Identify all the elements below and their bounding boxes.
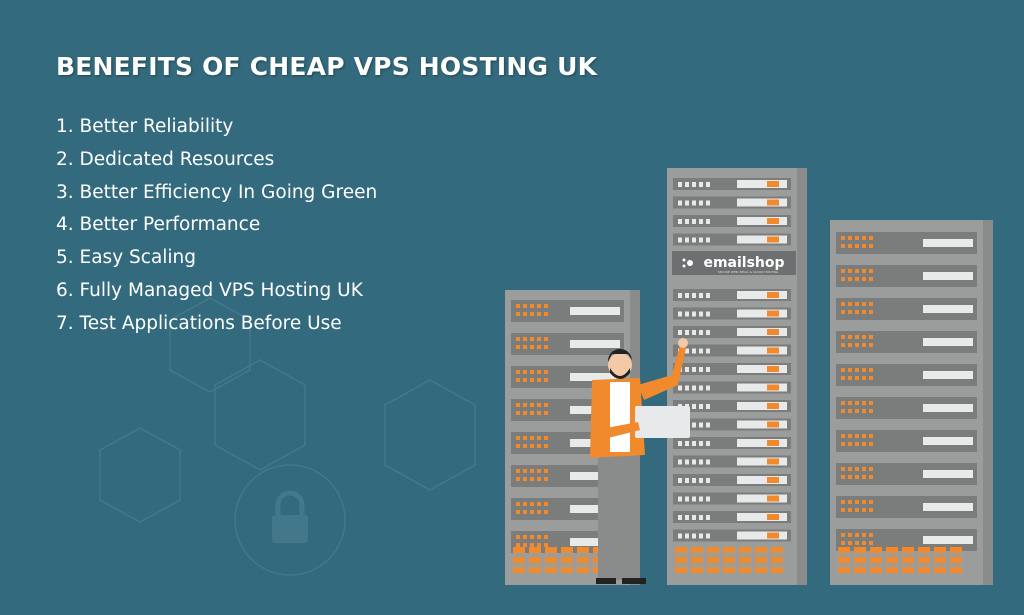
- laptop-icon: [635, 406, 690, 438]
- vent-slot: [739, 557, 751, 563]
- vent-slot: [870, 557, 882, 563]
- vent-slot: [771, 567, 783, 573]
- vent-slot: [771, 547, 783, 553]
- vent-slot: [561, 547, 573, 553]
- lock-circle: [234, 464, 346, 576]
- vent-slot: [755, 567, 767, 573]
- vent-slot: [739, 567, 751, 573]
- vent-slot: [934, 547, 946, 553]
- vent-slot: [577, 557, 589, 563]
- vent-slot: [854, 557, 866, 563]
- vent-slot: [529, 557, 541, 563]
- hexagon-fingerprint: [384, 379, 476, 491]
- benefit-item: 4. Better Performance: [56, 214, 261, 236]
- page-title: BENEFITS OF CHEAP VPS HOSTING UK: [56, 52, 598, 81]
- benefit-item: 2. Dedicated Resources: [56, 148, 275, 170]
- vent-slot: [902, 557, 914, 563]
- vent-slot: [739, 547, 751, 553]
- vent-slot: [902, 567, 914, 573]
- vent-slot: [577, 567, 589, 573]
- emailshop-logo: emailshop SECURE WEB, EMAIL & CLOUD HOST…: [672, 251, 796, 275]
- benefit-item: 5. Easy Scaling: [56, 247, 197, 269]
- vent-slot: [918, 557, 930, 563]
- vent-slot: [723, 557, 735, 563]
- vent-slot: [675, 547, 687, 553]
- vent-slot: [691, 547, 703, 553]
- vent-slot: [771, 557, 783, 563]
- vent-slot: [675, 557, 687, 563]
- vent-slot: [723, 547, 735, 553]
- vent-slot: [934, 567, 946, 573]
- logo-text: emailshop: [703, 255, 784, 271]
- hexagon-wifi: [214, 359, 306, 471]
- vent-slot: [886, 557, 898, 563]
- vent-slot: [838, 557, 850, 563]
- vent-slot: [691, 567, 703, 573]
- vent-slot: [675, 567, 687, 573]
- vent-slot: [918, 547, 930, 553]
- vent-slot: [854, 547, 866, 553]
- vent-slot: [886, 547, 898, 553]
- benefit-item: 7. Test Applications Before Use: [56, 312, 342, 334]
- vent-slot: [902, 547, 914, 553]
- vent-slot: [707, 547, 719, 553]
- person-legs: [598, 455, 634, 580]
- benefit-item: 6. Fully Managed VPS Hosting UK: [56, 279, 363, 301]
- vent-slot: [838, 547, 850, 553]
- vent-slot: [870, 547, 882, 553]
- person-figure: [590, 338, 690, 584]
- vent-slot: [545, 567, 557, 573]
- vent-slot: [545, 547, 557, 553]
- vent-slot: [545, 557, 557, 563]
- vent-slot: [854, 567, 866, 573]
- benefit-item: 1. Better Reliability: [56, 116, 234, 137]
- vent-slot: [934, 557, 946, 563]
- benefit-item: 3. Better Efficiency In Going Green: [56, 181, 378, 203]
- vent-slot: [529, 567, 541, 573]
- vent-slot: [561, 557, 573, 563]
- vent-slot: [529, 547, 541, 553]
- vent-slot: [513, 557, 525, 563]
- lock-icon: [272, 515, 308, 543]
- vent-slot: [707, 567, 719, 573]
- vent-slot: [838, 567, 850, 573]
- vent-slot: [755, 547, 767, 553]
- logo-tagline: SECURE WEB, EMAIL & CLOUD HOSTING: [718, 270, 779, 274]
- vent-slot: [723, 567, 735, 573]
- vent-slot: [755, 557, 767, 563]
- vent-slot: [886, 567, 898, 573]
- vent-slot: [870, 567, 882, 573]
- benefits-list: 1. Better Reliability 2. Dedicated Resou…: [56, 113, 377, 343]
- vent-slot: [513, 567, 525, 573]
- vent-slot: [513, 547, 525, 553]
- vent-slot: [950, 557, 962, 563]
- vent-slot: [691, 557, 703, 563]
- vent-slot: [918, 567, 930, 573]
- person-raised-arm: [638, 345, 686, 400]
- hexagon-gear: [99, 427, 181, 523]
- vent-slot: [561, 567, 573, 573]
- vent-slot: [950, 567, 962, 573]
- hexagon-refresh: [169, 297, 251, 393]
- vent-slot: [707, 557, 719, 563]
- vent-slot: [577, 547, 589, 553]
- person-head: [608, 353, 632, 377]
- vent-slot: [950, 547, 962, 553]
